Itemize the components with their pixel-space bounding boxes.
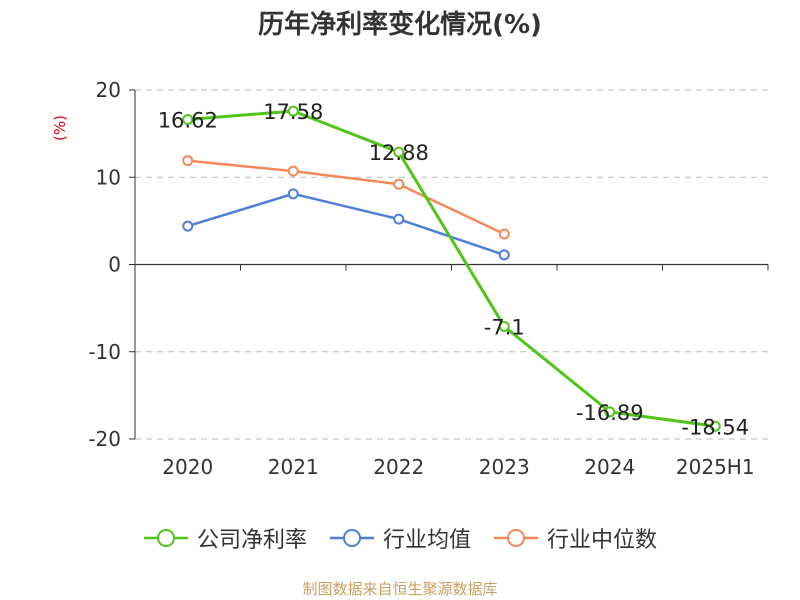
data-label: 16.62 [158,108,218,132]
legend-item-industry-median[interactable]: 行业中位数 [493,522,657,554]
legend-marker-icon [329,529,374,547]
data-point [393,146,405,158]
y-tick-label: 0 [108,253,121,277]
data-point [393,178,405,190]
legend-label: 公司净利率 [196,528,307,553]
y-tick-label: -10 [88,340,121,364]
y-tick-label: -20 [88,427,121,451]
data-point [709,420,721,432]
data-source-note: 制图数据来自恒生聚源数据库 [302,580,498,598]
chart-title: 历年净利率变化情况(%) [258,10,542,40]
data-point [287,165,299,177]
data-point [498,320,510,332]
x-tick-label: 2023 [479,455,530,479]
x-tick-label: 2021 [268,455,319,479]
data-label: 17.58 [263,100,323,124]
data-point [498,228,510,240]
data-point [498,249,510,261]
data-label: 12.88 [369,141,429,165]
data-point [287,188,299,200]
legend-label: 行业均值 [382,528,471,553]
line-chart: 20 10 0 -10 -20 2020 2021 2022 2023 2024 2025H1 16.… [88,78,769,479]
x-tick-label: 2022 [373,455,424,479]
data-point [182,220,194,232]
x-tick-label: 2020 [162,455,213,479]
data-label: -18.54 [681,415,749,439]
legend-marker-icon [494,529,538,547]
y-tick-label: 20 [96,78,121,102]
legend-item-industry-mean[interactable]: 行业均值 [329,522,471,554]
data-point [182,113,194,125]
legend-item-company[interactable]: 公司净利率 [143,522,307,554]
series-line [187,159,505,236]
legend-marker-icon [143,529,188,547]
data-label: -16.89 [576,401,644,425]
data-label: -7.1 [484,315,525,339]
x-tick-label: 2024 [584,455,635,479]
data-point [604,406,616,418]
legend: 公司净利率 行业均值 行业中位数 [0,522,800,554]
legend-label: 行业中位数 [547,528,658,553]
y-tick-label: 10 [96,165,121,189]
data-point [393,213,405,225]
data-point [182,155,194,167]
x-tick-label: 2025H1 [676,455,755,479]
series-line [187,109,716,428]
data-point [287,105,299,117]
